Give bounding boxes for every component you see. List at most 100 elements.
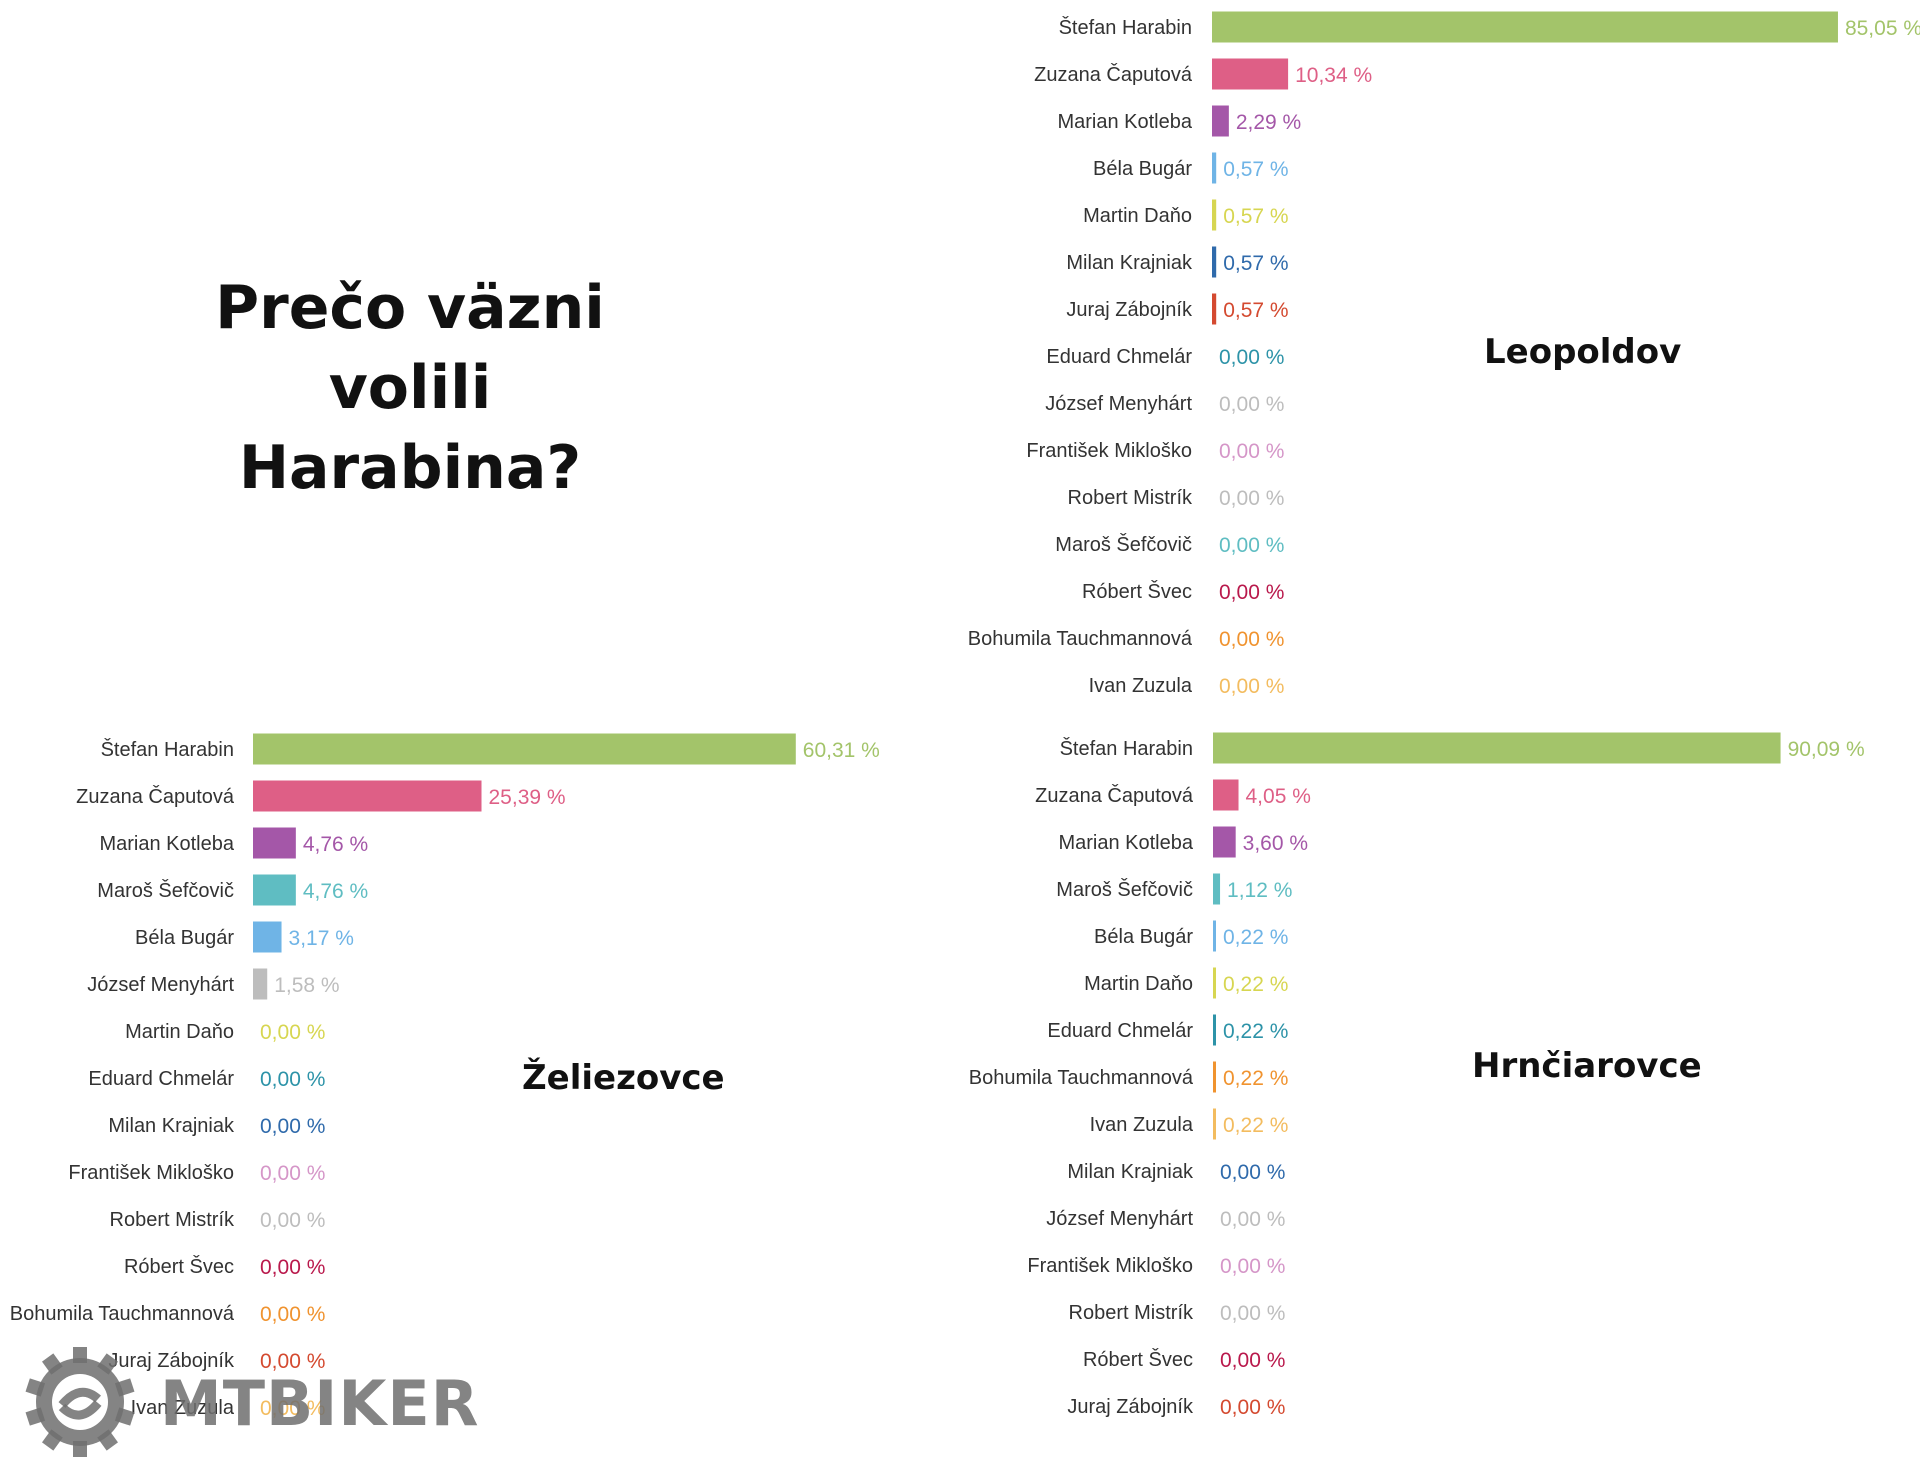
value-label-robert-mistrik: 0,00 % (1220, 1302, 1285, 1325)
category-label-jozsef-menyhart: József Menyhárt (87, 974, 234, 996)
bar-juraj-zabojnik (1212, 293, 1217, 325)
category-label-robert-svec: Róbert Švec (1082, 580, 1192, 603)
value-label-milan-krajniak: 0,00 % (260, 1115, 325, 1138)
category-label-robert-svec: Róbert Švec (1083, 1348, 1193, 1371)
value-label-robert-svec: 0,00 % (1219, 581, 1284, 604)
value-label-ivan-zuzula: 0,22 % (1223, 1114, 1288, 1137)
mtbiker-logo: MTBIKER (22, 1345, 482, 1460)
category-label-maros-sefcovic: Maroš Šefčovič (1055, 533, 1192, 556)
chart-title-leopoldov: Leopoldov (1484, 332, 1682, 372)
value-label-juraj-zabojnik: 0,00 % (260, 1350, 325, 1373)
chart-title-hrnciarovce: Hrnčiarovce (1472, 1046, 1702, 1086)
value-label-martin-dano: 0,22 % (1223, 973, 1288, 996)
category-label-milan-krajniak: Milan Krajniak (1066, 252, 1193, 274)
bar-martin-dano (1213, 967, 1216, 999)
category-label-bela-bugar: Béla Bugár (135, 927, 234, 949)
bar-stefan-harabin (253, 733, 796, 765)
bar-martin-dano (1212, 199, 1217, 231)
category-label-stefan-harabin: Štefan Harabin (1059, 16, 1192, 39)
logo-text: MTBIKER (160, 1367, 480, 1440)
category-label-bohumila-tauchmannova: Bohumila Tauchmannová (969, 1067, 1194, 1089)
category-label-bohumila-tauchmannova: Bohumila Tauchmannová (10, 1303, 235, 1325)
value-label-juraj-zabojnik: 0,57 % (1223, 299, 1288, 322)
bar-eduard-chmelar (1213, 1014, 1216, 1046)
value-label-maros-sefcovic: 4,76 % (303, 880, 368, 903)
bar-marian-kotleba (1213, 826, 1236, 858)
value-label-eduard-chmelar: 0,22 % (1223, 1020, 1288, 1043)
category-label-robert-mistrik: Robert Mistrík (110, 1209, 235, 1231)
value-label-marian-kotleba: 2,29 % (1236, 111, 1301, 134)
category-label-ivan-zuzula: Ivan Zuzula (1089, 675, 1193, 697)
value-label-stefan-harabin: 60,31 % (803, 739, 880, 762)
value-label-robert-mistrik: 0,00 % (260, 1209, 325, 1232)
category-label-marian-kotleba: Marian Kotleba (99, 833, 234, 855)
bar-marian-kotleba (1212, 105, 1229, 137)
value-label-ivan-zuzula: 0,00 % (260, 1397, 325, 1420)
category-label-juraj-zabojnik: Juraj Zábojník (1066, 299, 1193, 321)
headline-line-1: Prečo väzni volili (215, 273, 605, 423)
category-label-zuzana-caputova: Zuzana Čaputová (76, 785, 235, 808)
value-label-robert-svec: 0,00 % (1220, 1349, 1285, 1372)
bar-bela-bugar (253, 921, 282, 953)
headline: Prečo väzni volili Harabina? (140, 268, 680, 508)
category-label-eduard-chmelar: Eduard Chmelár (1046, 346, 1192, 368)
value-label-stefan-harabin: 85,05 % (1845, 17, 1920, 40)
value-label-marian-kotleba: 3,60 % (1243, 832, 1308, 855)
headline-line-2: Harabina? (238, 433, 582, 503)
bar-zuzana-caputova (1213, 779, 1239, 811)
value-label-frantisek-miklosko: 0,00 % (1220, 1255, 1285, 1278)
value-label-jozsef-menyhart: 1,58 % (274, 974, 339, 997)
value-label-jozsef-menyhart: 0,00 % (1220, 1208, 1285, 1231)
category-label-marian-kotleba: Marian Kotleba (1058, 832, 1193, 854)
value-label-robert-svec: 0,00 % (260, 1256, 325, 1279)
value-label-marian-kotleba: 4,76 % (303, 833, 368, 856)
category-label-jozsef-menyhart: József Menyhárt (1046, 1208, 1193, 1230)
value-label-juraj-zabojnik: 0,00 % (1220, 1396, 1285, 1419)
bar-zuzana-caputova (253, 780, 482, 812)
value-label-zuzana-caputova: 25,39 % (489, 786, 566, 809)
value-label-martin-dano: 0,00 % (260, 1021, 325, 1044)
bar-ivan-zuzula (1213, 1108, 1216, 1140)
category-label-martin-dano: Martin Daňo (1083, 205, 1192, 227)
category-label-zuzana-caputova: Zuzana Čaputová (1034, 63, 1193, 86)
category-label-martin-dano: Martin Daňo (1084, 973, 1193, 995)
value-label-bohumila-tauchmannova: 0,00 % (260, 1303, 325, 1326)
value-label-frantisek-miklosko: 0,00 % (1219, 440, 1284, 463)
bar-maros-sefcovic (1213, 873, 1221, 905)
category-label-bohumila-tauchmannova: Bohumila Tauchmannová (968, 628, 1193, 650)
value-label-bohumila-tauchmannova: 0,22 % (1223, 1067, 1288, 1090)
category-label-milan-krajniak: Milan Krajniak (108, 1115, 235, 1137)
category-label-jozsef-menyhart: József Menyhárt (1045, 393, 1192, 415)
value-label-maros-sefcovic: 1,12 % (1227, 879, 1292, 902)
value-label-zuzana-caputova: 10,34 % (1295, 64, 1372, 87)
value-label-frantisek-miklosko: 0,00 % (260, 1162, 325, 1185)
category-label-zuzana-caputova: Zuzana Čaputová (1035, 784, 1194, 807)
value-label-bohumila-tauchmannova: 0,00 % (1219, 628, 1284, 651)
category-label-eduard-chmelar: Eduard Chmelár (1047, 1020, 1193, 1042)
category-label-maros-sefcovic: Maroš Šefčovič (1056, 878, 1193, 901)
bar-stefan-harabin (1213, 732, 1781, 764)
category-label-bela-bugar: Béla Bugár (1093, 158, 1192, 180)
bar-bohumila-tauchmannova (1213, 1061, 1216, 1093)
category-label-ivan-zuzula: Ivan Zuzula (131, 1397, 235, 1419)
value-label-bela-bugar: 3,17 % (289, 927, 354, 950)
category-label-bela-bugar: Béla Bugár (1094, 926, 1193, 948)
bar-zuzana-caputova (1212, 58, 1289, 90)
value-label-zuzana-caputova: 4,05 % (1246, 785, 1311, 808)
value-label-stefan-harabin: 90,09 % (1788, 738, 1865, 761)
value-label-martin-dano: 0,57 % (1223, 205, 1288, 228)
bar-stefan-harabin (1212, 11, 1838, 43)
category-label-frantisek-miklosko: František Mikloško (68, 1162, 234, 1184)
value-label-eduard-chmelar: 0,00 % (1219, 346, 1284, 369)
category-label-robert-svec: Róbert Švec (124, 1255, 234, 1278)
value-label-bela-bugar: 0,22 % (1223, 926, 1288, 949)
bar-milan-krajniak (1212, 246, 1217, 278)
chart-title-zeliezovce: Želiezovce (522, 1058, 725, 1098)
category-label-maros-sefcovic: Maroš Šefčovič (97, 879, 234, 902)
category-label-frantisek-miklosko: František Mikloško (1026, 440, 1192, 462)
value-label-maros-sefcovic: 0,00 % (1219, 534, 1284, 557)
value-label-robert-mistrik: 0,00 % (1219, 487, 1284, 510)
category-label-stefan-harabin: Štefan Harabin (1060, 737, 1193, 760)
